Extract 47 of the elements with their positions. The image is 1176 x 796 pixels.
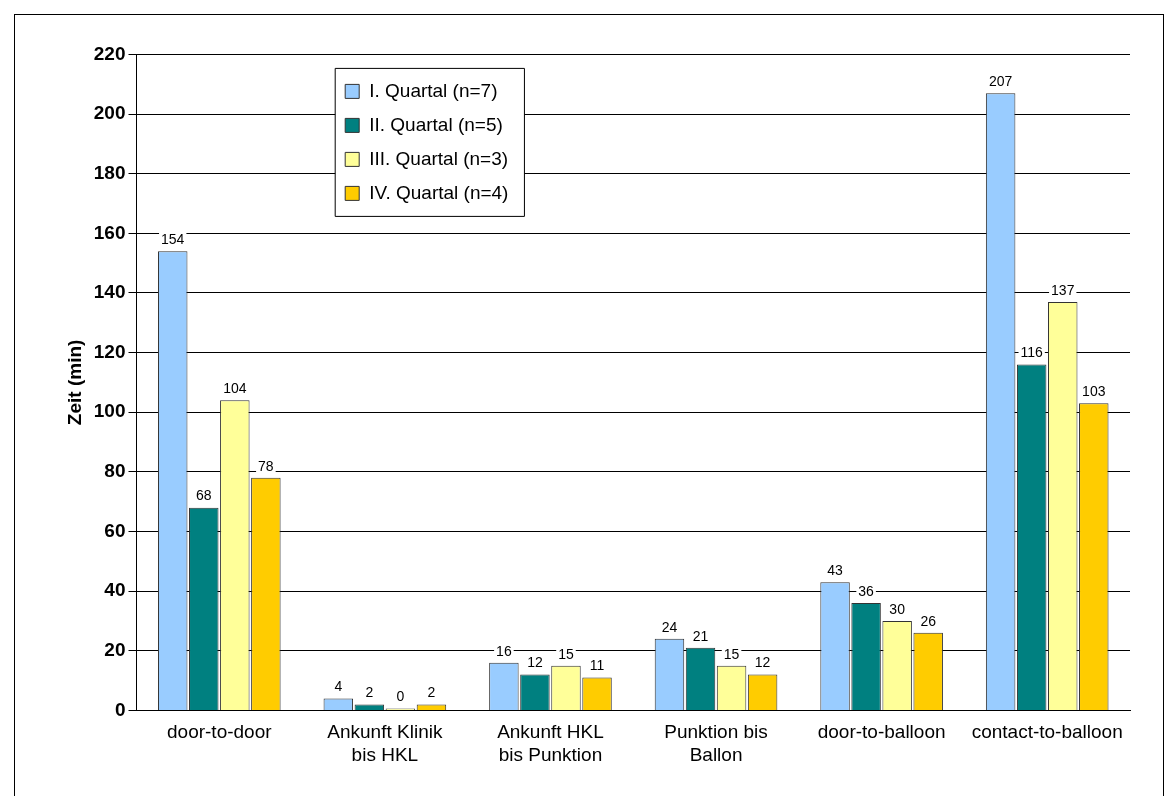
legend-label: IV. Quartal (n=4) (369, 181, 509, 203)
data-label: 154 (161, 231, 185, 248)
legend-label: I. Quartal (n=7) (369, 79, 498, 101)
x-tick-label: contact-to-balloon (971, 721, 1123, 743)
y-tick-label: 20 (104, 639, 126, 660)
y-tick-label: 0 (114, 698, 126, 720)
data-label: 11 (589, 657, 605, 674)
x-tick-label: door-to-balloon (817, 721, 946, 743)
data-label: 116 (1020, 344, 1044, 361)
x-tick-label: Ankunft Klinik bis HKL (327, 721, 443, 765)
data-label: 207 (988, 73, 1013, 90)
y-tick-label: 200 (93, 102, 126, 124)
data-label: 103 (1082, 383, 1106, 400)
data-label: 43 (827, 562, 844, 579)
data-label: 21 (692, 627, 709, 644)
data-label: 68 (195, 487, 212, 504)
y-axis-title: Zeit (min) (63, 339, 85, 426)
x-tick-label: Ankunft HKL bis Punktion (497, 721, 604, 765)
y-tick-label: 180 (93, 161, 126, 183)
data-label: 30 (889, 600, 906, 617)
data-label: 15 (558, 645, 574, 662)
data-label: 4 (334, 678, 343, 695)
data-label: 26 (920, 612, 937, 629)
legend-label: II. Quartal (n=5) (369, 113, 503, 135)
data-label: 137 (1051, 281, 1075, 298)
legend-label: III. Quartal (n=3) (369, 147, 509, 169)
data-label: 15 (723, 645, 740, 662)
x-tick-label: Punktion bis Ballon (664, 721, 768, 765)
data-label: 12 (527, 654, 543, 671)
y-tick-label: 80 (104, 460, 126, 482)
y-tick-label: 140 (93, 281, 126, 303)
data-label: 36 (858, 582, 875, 599)
y-tick-label: 60 (104, 519, 126, 541)
y-tick-label: 40 (104, 579, 126, 601)
data-label: 24 (661, 618, 678, 635)
data-label: 104 (223, 380, 247, 397)
y-tick-label: 100 (93, 400, 126, 422)
data-label: 78 (258, 457, 274, 474)
y-tick-label: 120 (93, 340, 126, 362)
data-label: 16 (496, 642, 512, 659)
x-tick-label: door-to-door (167, 721, 273, 743)
y-tick-label: 160 (93, 221, 126, 243)
y-tick-label: 220 (93, 42, 126, 64)
data-label: 12 (754, 654, 771, 671)
data-label: 0 (396, 688, 405, 705)
data-label: 2 (427, 684, 436, 701)
data-label: 2 (365, 684, 374, 701)
